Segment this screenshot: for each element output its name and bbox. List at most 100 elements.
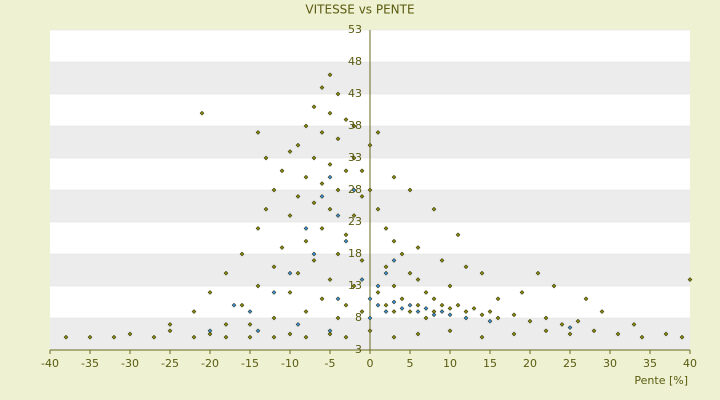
point	[615, 331, 621, 337]
point	[351, 123, 357, 129]
point	[511, 312, 517, 318]
point	[479, 270, 485, 276]
point	[455, 302, 461, 308]
point	[375, 290, 381, 295]
point	[423, 306, 429, 311]
point	[335, 296, 341, 302]
point	[367, 296, 373, 302]
point	[303, 238, 309, 244]
point	[127, 331, 133, 337]
x-tick-label: -40	[41, 357, 59, 370]
y-tick-label: 33	[348, 151, 362, 164]
point	[423, 290, 429, 295]
point	[295, 270, 301, 276]
point	[327, 174, 333, 180]
point	[223, 322, 229, 327]
point	[495, 296, 501, 302]
point	[383, 270, 389, 276]
chart-title: VITESSE vs PENTE	[305, 3, 414, 17]
point	[431, 206, 437, 212]
point	[287, 331, 293, 337]
point	[303, 334, 309, 340]
point	[263, 155, 269, 161]
point	[311, 200, 317, 206]
point	[367, 328, 373, 334]
point	[543, 328, 549, 334]
point	[327, 328, 333, 334]
point	[335, 315, 341, 321]
point	[87, 334, 93, 340]
point	[311, 251, 317, 257]
point	[335, 251, 341, 257]
point	[303, 226, 309, 231]
point	[543, 315, 549, 321]
y-tick-label: 28	[348, 183, 362, 196]
point	[223, 334, 229, 340]
point	[255, 226, 261, 231]
point	[151, 334, 157, 340]
point	[255, 130, 261, 135]
point	[431, 309, 437, 314]
point	[407, 309, 413, 314]
point	[359, 277, 365, 282]
point	[343, 334, 349, 340]
point	[527, 318, 533, 324]
point	[255, 328, 261, 334]
point	[687, 277, 693, 282]
point	[279, 168, 285, 174]
point	[415, 245, 421, 250]
y-tick-label: 13	[348, 279, 362, 292]
point	[679, 334, 685, 340]
point	[343, 168, 349, 174]
x-tick-label: 0	[367, 357, 374, 370]
point	[391, 258, 397, 263]
point	[343, 117, 349, 122]
y-tick-label: 3	[355, 343, 362, 356]
point	[191, 309, 197, 314]
point	[463, 315, 469, 321]
y-tick-label: 43	[348, 87, 362, 100]
point	[319, 85, 325, 90]
point	[407, 302, 413, 308]
x-tick-label: -10	[281, 357, 299, 370]
point	[303, 174, 309, 180]
point	[439, 302, 445, 308]
point	[63, 334, 69, 340]
point	[167, 322, 173, 327]
point	[327, 277, 333, 282]
point	[551, 283, 557, 289]
point	[599, 309, 605, 314]
point	[207, 290, 213, 295]
point	[271, 187, 277, 193]
point	[399, 306, 405, 311]
point	[319, 130, 325, 135]
point	[303, 123, 309, 129]
point	[287, 213, 293, 218]
point	[319, 181, 325, 186]
point	[271, 334, 277, 340]
point	[199, 110, 205, 116]
point	[319, 194, 325, 199]
point	[351, 155, 357, 161]
x-tick-label: -25	[161, 357, 179, 370]
point	[391, 238, 397, 244]
point	[375, 206, 381, 212]
point	[271, 290, 277, 295]
x-tick-label: -30	[121, 357, 139, 370]
point	[567, 325, 573, 330]
point	[351, 283, 357, 289]
point	[343, 238, 349, 244]
point	[327, 331, 333, 337]
point	[327, 72, 333, 78]
x-tick-label: 40	[683, 357, 697, 370]
point	[383, 226, 389, 231]
point	[479, 334, 485, 340]
x-tick-label: 35	[643, 357, 657, 370]
point	[359, 309, 365, 314]
point	[263, 206, 269, 212]
point	[439, 258, 445, 263]
point	[223, 270, 229, 276]
point	[239, 302, 245, 308]
point	[391, 309, 397, 314]
